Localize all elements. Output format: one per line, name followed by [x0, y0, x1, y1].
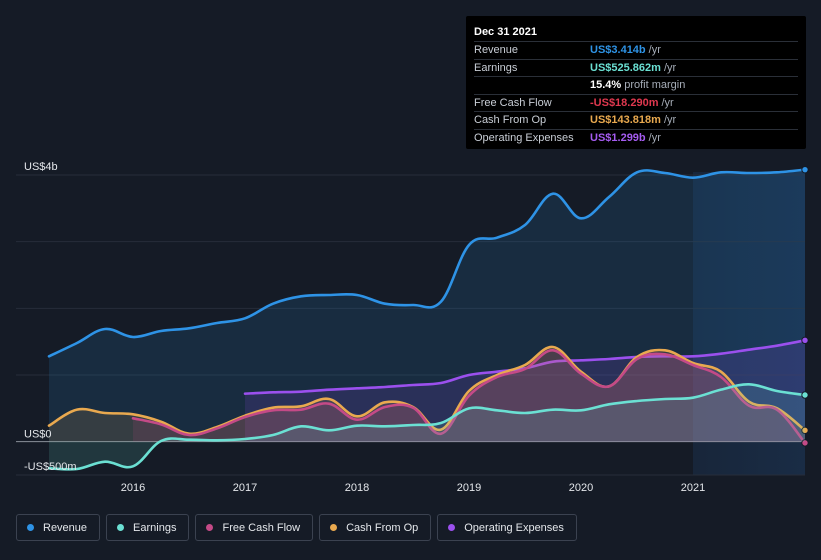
- forecast-shade: [693, 172, 805, 475]
- tooltip-row-label: Revenue: [474, 44, 519, 56]
- tooltip-row-value: 15.4%: [590, 79, 622, 91]
- series-area-cash-from-op: [49, 346, 805, 442]
- tooltip-row-value: -US$18.290m: [590, 96, 659, 109]
- series-end-point-operating-expenses: [801, 336, 809, 345]
- y-axis-label: -US$500m: [24, 461, 77, 473]
- tooltip-row-value: US$1.299b: [590, 131, 646, 144]
- tooltip-row-value: US$525.862m: [590, 61, 661, 74]
- tooltip-row-unit: /yr: [663, 61, 677, 74]
- series-end-point-free-cash-flow: [801, 439, 809, 447]
- legend-dot-icon: [27, 524, 34, 531]
- y-axis-label: US$4b: [24, 161, 58, 173]
- tooltip-row-unit: /yr: [648, 44, 661, 56]
- chart-area: 2016 2017 2018 2019 2020 2021 US$4b US$0 -US$500…: [16, 161, 809, 494]
- legend-label: Free Cash Flow: [222, 521, 301, 534]
- x-tick-label: 2019: [457, 482, 481, 494]
- legend-dot-icon: [448, 524, 456, 531]
- x-tick-label: 2016: [121, 482, 145, 494]
- legend-item-earnings[interactable]: Earnings: [106, 514, 190, 541]
- series-layer: [47, 165, 809, 471]
- tooltip-panel: Dec 31 2021 Revenue US$3.414b/yr Earnings U…: [466, 16, 806, 149]
- tooltip-row-label: Operating Expenses: [474, 131, 574, 144]
- tooltip-row-value: US$3.414b: [590, 44, 646, 56]
- tooltip-row: Free Cash Flow -US$18.290m/yr: [474, 95, 798, 112]
- legend-dot-icon: [117, 524, 125, 531]
- series-end-point-earnings: [801, 391, 809, 399]
- tooltip-row: Operating Expenses US$1.299b/yr: [474, 130, 798, 147]
- legend-label: Earnings: [133, 521, 177, 534]
- legend-item-operating-expenses[interactable]: Operating Expenses: [437, 514, 577, 541]
- series-end-point-cash-from-op: [801, 426, 809, 435]
- tooltip-row-unit: profit margin: [624, 79, 686, 91]
- series-line-free-cash-flow: [131, 349, 807, 445]
- series-area-earnings: [49, 384, 805, 470]
- x-tick-label: 2020: [569, 482, 593, 494]
- tooltip-row-unit: /yr: [648, 131, 661, 144]
- series-line-revenue: [47, 168, 807, 358]
- tooltip-date: Dec 31 2021: [474, 24, 798, 42]
- legend-label: Operating Expenses: [464, 521, 564, 534]
- tooltip-row: Earnings US$525.862m/yr: [474, 60, 798, 77]
- legend-dot-icon: [330, 524, 338, 531]
- series-end-point-revenue: [801, 165, 809, 174]
- tooltip-row-label: Cash From Op: [474, 114, 547, 126]
- x-tick-label: 2018: [345, 482, 369, 494]
- tooltip-row-label: [474, 77, 590, 94]
- series-line-earnings: [47, 383, 807, 471]
- tooltip-row-unit: /yr: [661, 96, 674, 109]
- legend: Revenue Earnings Free Cash Flow Cash From O…: [16, 514, 577, 541]
- legend-item-cash-from-op[interactable]: Cash From Op: [319, 514, 432, 541]
- gridlines: [16, 174, 805, 476]
- legend-label: Revenue: [43, 521, 88, 534]
- x-tick-label: 2017: [233, 482, 257, 494]
- tooltip-row-label: Earnings: [474, 61, 518, 74]
- tooltip-row: 15.4% profit margin: [474, 77, 798, 95]
- x-tick-label: 2021: [681, 482, 705, 494]
- tooltip-row-value: US$143.818m: [590, 114, 661, 126]
- series-area-operating-expenses: [245, 340, 805, 442]
- y-axis-label: US$0: [24, 429, 52, 441]
- tooltip-row: Revenue US$3.414b/yr: [474, 42, 798, 60]
- series-area-revenue: [49, 169, 805, 442]
- tooltip-row-label: Free Cash Flow: [474, 96, 552, 109]
- legend-label: Cash From Op: [346, 521, 419, 534]
- axis-labels: 2016 2017 2018 2019 2020 2021 US$4b US$0 -US$500…: [24, 161, 705, 494]
- legend-item-free-cash-flow[interactable]: Free Cash Flow: [195, 514, 314, 541]
- legend-item-revenue[interactable]: Revenue: [16, 514, 101, 541]
- tooltip-row-unit: /yr: [663, 114, 677, 126]
- tooltip-row: Cash From Op US$143.818m/yr: [474, 112, 798, 130]
- legend-dot-icon: [206, 524, 214, 531]
